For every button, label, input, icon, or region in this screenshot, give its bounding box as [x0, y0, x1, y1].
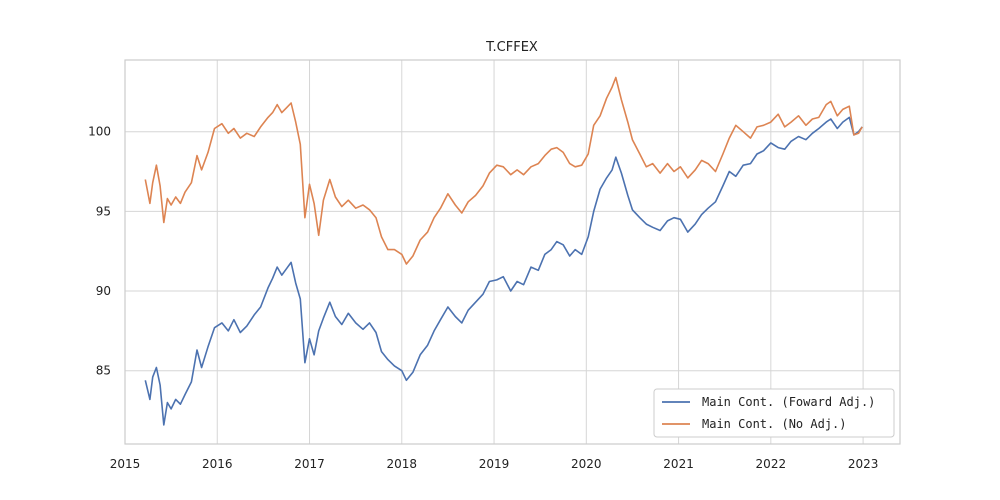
x-tick-label: 2017 [294, 457, 325, 471]
y-tick-label: 100 [88, 125, 111, 139]
legend: Main Cont. (Foward Adj.) Main Cont. (No … [653, 388, 895, 438]
series-line-forward-adj [144, 116, 863, 426]
x-tick-label: 2023 [848, 457, 879, 471]
chart-title: T.CFFEX [485, 40, 538, 55]
series-layer [144, 76, 863, 426]
x-tick-label: 2019 [479, 457, 510, 471]
legend-label-forward-adj: Main Cont. (Foward Adj.) [702, 395, 875, 409]
y-axis: 85 90 95 100 [88, 125, 111, 378]
grid-lines [124, 60, 900, 444]
y-tick-label: 90 [96, 284, 111, 298]
x-tick-label: 2016 [202, 457, 233, 471]
x-tick-label: 2015 [110, 457, 141, 471]
legend-box [653, 388, 895, 438]
y-tick-label: 85 [96, 364, 111, 378]
series-line-no-adj [144, 76, 863, 265]
plot-frame [124, 59, 901, 445]
x-axis: 2015 2016 2017 2018 2019 2020 2021 2022 2023 [110, 457, 879, 471]
legend-label-no-adj: Main Cont. (No Adj.) [702, 417, 847, 431]
x-tick-label: 2021 [663, 457, 694, 471]
x-tick-label: 2022 [756, 457, 787, 471]
x-tick-label: 2020 [571, 457, 602, 471]
x-tick-label: 2018 [387, 457, 418, 471]
y-tick-label: 95 [96, 204, 111, 218]
